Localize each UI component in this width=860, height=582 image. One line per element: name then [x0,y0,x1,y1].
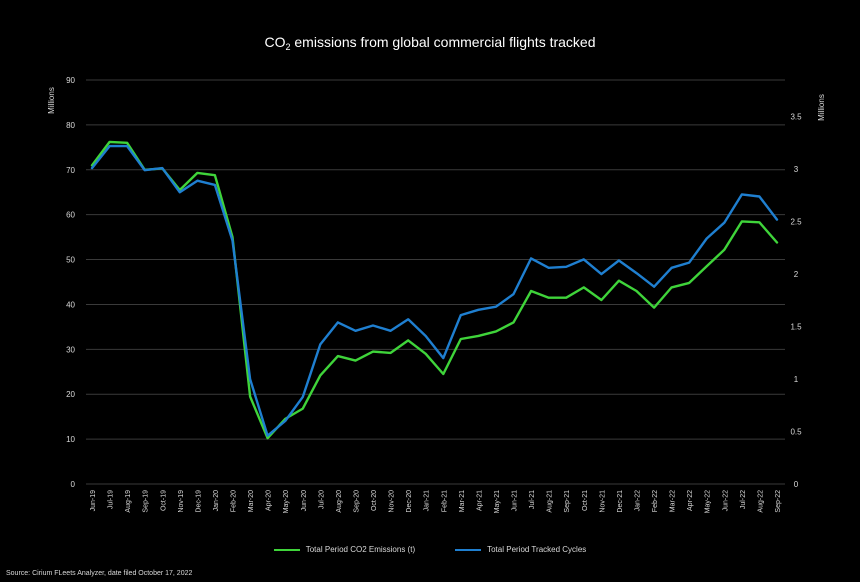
x-tick-label: Aug-22 [757,490,764,513]
x-tick-label: Jan-22 [634,490,641,512]
legend-label-cycles: Total Period Tracked Cycles [487,545,587,554]
right-axis-unit: Millions [816,94,826,121]
x-tick-label: Sep-19 [143,490,150,513]
x-tick-label: Sep-21 [564,490,571,513]
legend-swatch-cycles [455,548,482,551]
x-tick-label: Oct-20 [371,490,378,511]
left-tick-label: 20 [66,390,75,399]
right-axis-ticks: 0 0.5 1 1.5 2 2.5 3 3.5 [790,113,802,489]
x-tick-label: Dec-21 [617,490,624,513]
x-tick-label: Mar-22 [670,490,677,512]
x-tick-label: Sep-22 [775,490,782,513]
left-tick-label: 80 [66,121,75,130]
x-tick-label: Feb-22 [652,490,659,512]
left-tick-label: 70 [66,166,75,175]
x-tick-label: Jan-21 [424,490,431,512]
x-tick-label: Aug-21 [547,490,554,513]
x-tick-label: Aug-19 [125,490,132,513]
legend-item-cycles: Total Period Tracked Cycles [455,545,586,554]
x-tick-label: Mar-21 [459,490,466,512]
x-tick-label: Jun-21 [512,490,519,512]
x-tick-label: Jun-22 [722,490,729,512]
x-tick-label: Apr-21 [476,490,483,511]
right-tick-label: 2.5 [790,218,802,227]
source-note: Source: Cirium FLeets Analyzer, date fil… [6,570,193,577]
x-tick-label: Dec-19 [195,490,202,513]
x-tick-label: Jul-19 [108,490,115,509]
x-tick-label: Jun-19 [90,490,97,512]
x-tick-label: May-21 [494,490,501,513]
x-tick-label: Nov-21 [599,490,606,513]
x-tick-label: Jan-20 [213,490,220,512]
legend-swatch-emissions [273,548,300,551]
right-tick-label: 1 [794,375,799,384]
legend-item-emissions: Total Period CO2 Emissions (t) [273,545,416,554]
x-tick-label: Sep-20 [353,490,360,513]
left-axis-unit: Millions [46,87,56,114]
x-tick-label: Nov-20 [389,490,396,513]
x-tick-label: Mar-20 [248,490,255,512]
chart-title: CO2 emissions from global commercial fli… [264,34,596,52]
x-tick-label: May-20 [283,490,290,513]
cycles-line [90,144,779,437]
left-tick-label: 60 [66,211,75,220]
x-tick-label: Aug-20 [336,490,343,513]
left-tick-label: 0 [71,480,76,489]
right-tick-label: 3 [794,165,799,174]
x-tick-label: Jul-20 [318,490,325,509]
x-tick-label: Feb-20 [231,490,238,512]
left-tick-label: 10 [66,435,75,444]
legend-label-emissions: Total Period CO2 Emissions (t) [305,545,416,554]
x-tick-label: Jun-20 [301,490,308,512]
x-tick-label: Nov-19 [178,490,185,513]
legend: Total Period CO2 Emissions (t) Total Per… [0,545,860,554]
x-tick-label: Dec-20 [406,490,413,513]
emissions-line [90,140,779,440]
x-tick-label: May-22 [705,490,712,513]
x-tick-label: Feb-21 [441,490,448,512]
x-tick-label: Oct-19 [160,490,167,511]
x-tick-label: Jul-21 [529,490,536,509]
right-tick-label: 3.5 [790,113,802,122]
left-tick-label: 90 [66,76,75,85]
gridlines [86,79,785,485]
right-tick-label: 0 [794,480,799,489]
right-tick-label: 2 [794,270,799,279]
left-tick-label: 50 [66,256,75,265]
right-tick-label: 0.5 [790,428,802,437]
right-tick-label: 1.5 [790,323,802,332]
x-tick-label: Apr-20 [266,490,273,511]
x-tick-label: Apr-22 [687,490,694,511]
x-axis-ticks: Jun-19 Jul-19 Aug-19 Sep-19 Oct-19 Nov-19 Dec-… [90,490,782,513]
x-tick-label: Jul-22 [740,490,747,509]
left-tick-label: 40 [66,300,75,309]
series-lines [90,140,779,440]
x-tick-label: Oct-21 [582,490,589,511]
left-tick-label: 30 [66,345,75,354]
left-axis-ticks: 0 10 20 30 40 50 60 70 80 90 [66,76,75,489]
